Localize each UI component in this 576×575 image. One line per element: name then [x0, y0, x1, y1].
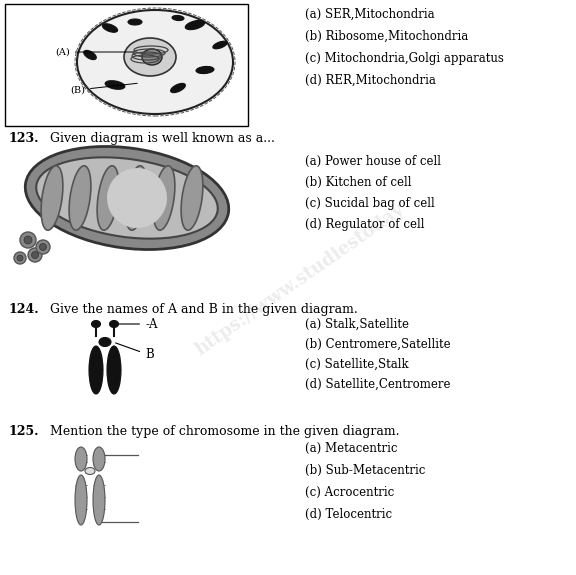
Text: (d) Regulator of cell: (d) Regulator of cell — [305, 218, 425, 231]
Text: (a) Stalk,Satellite: (a) Stalk,Satellite — [305, 318, 409, 331]
Ellipse shape — [36, 158, 218, 239]
Text: (d) Telocentric: (d) Telocentric — [305, 508, 392, 521]
Ellipse shape — [107, 346, 121, 394]
Text: (c) Sucidal bag of cell: (c) Sucidal bag of cell — [305, 197, 435, 210]
Ellipse shape — [25, 147, 229, 250]
Ellipse shape — [142, 49, 162, 65]
Ellipse shape — [36, 240, 50, 254]
Ellipse shape — [93, 447, 105, 471]
Ellipse shape — [77, 10, 233, 114]
Text: (d) RER,Mitochondria: (d) RER,Mitochondria — [305, 74, 436, 87]
Ellipse shape — [92, 320, 100, 328]
Ellipse shape — [85, 467, 95, 474]
Ellipse shape — [109, 320, 119, 328]
Ellipse shape — [97, 166, 119, 230]
Text: (B): (B) — [70, 83, 137, 94]
Text: (a) Power house of cell: (a) Power house of cell — [305, 155, 441, 168]
Text: (c) Acrocentric: (c) Acrocentric — [305, 486, 394, 499]
Ellipse shape — [17, 255, 23, 261]
Ellipse shape — [185, 20, 204, 30]
Ellipse shape — [20, 232, 36, 248]
Ellipse shape — [93, 475, 105, 525]
Text: -A: -A — [117, 317, 157, 331]
Ellipse shape — [75, 447, 87, 471]
Text: (a) SER,Mitochondria: (a) SER,Mitochondria — [305, 8, 435, 21]
Ellipse shape — [24, 236, 32, 244]
Ellipse shape — [69, 166, 91, 230]
Ellipse shape — [107, 168, 167, 228]
Text: (b) Sub-Metacentric: (b) Sub-Metacentric — [305, 464, 425, 477]
Text: (b) Centromere,Satellite: (b) Centromere,Satellite — [305, 338, 450, 351]
Text: (b) Ribosome,Mitochondria: (b) Ribosome,Mitochondria — [305, 30, 468, 43]
Ellipse shape — [41, 166, 63, 230]
Text: 124.: 124. — [8, 303, 39, 316]
Ellipse shape — [28, 248, 42, 262]
Text: (a) Metacentric: (a) Metacentric — [305, 442, 397, 455]
Ellipse shape — [125, 166, 147, 230]
Ellipse shape — [32, 251, 39, 259]
Text: B: B — [116, 343, 154, 362]
Ellipse shape — [89, 346, 103, 394]
Ellipse shape — [103, 24, 118, 32]
Ellipse shape — [153, 166, 175, 230]
Ellipse shape — [128, 19, 142, 25]
Text: (c) Mitochondria,Golgi apparatus: (c) Mitochondria,Golgi apparatus — [305, 52, 504, 65]
Ellipse shape — [99, 338, 111, 347]
Text: Mention the type of chromosome in the given diagram.: Mention the type of chromosome in the gi… — [50, 425, 400, 438]
Text: (c) Satellite,Stalk: (c) Satellite,Stalk — [305, 358, 408, 371]
Ellipse shape — [105, 81, 125, 89]
Ellipse shape — [170, 83, 185, 93]
Text: (b) Kitchen of cell: (b) Kitchen of cell — [305, 176, 411, 189]
Text: 123.: 123. — [8, 132, 39, 145]
Ellipse shape — [213, 41, 227, 49]
Text: https://www.studiestoday: https://www.studiestoday — [192, 201, 408, 359]
Ellipse shape — [172, 16, 184, 21]
Ellipse shape — [14, 252, 26, 264]
Text: Give the names of A and B in the given diagram.: Give the names of A and B in the given d… — [50, 303, 358, 316]
Text: (A): (A) — [55, 48, 135, 56]
Text: Given diagram is well known as a...: Given diagram is well known as a... — [50, 132, 275, 145]
Text: 125.: 125. — [8, 425, 39, 438]
Ellipse shape — [181, 166, 203, 230]
Bar — [5, 4, 248, 126]
Ellipse shape — [84, 51, 96, 60]
Ellipse shape — [75, 475, 87, 525]
Text: (d) Satellite,Centromere: (d) Satellite,Centromere — [305, 378, 450, 391]
Ellipse shape — [40, 243, 47, 251]
Ellipse shape — [124, 38, 176, 76]
Ellipse shape — [196, 67, 214, 74]
